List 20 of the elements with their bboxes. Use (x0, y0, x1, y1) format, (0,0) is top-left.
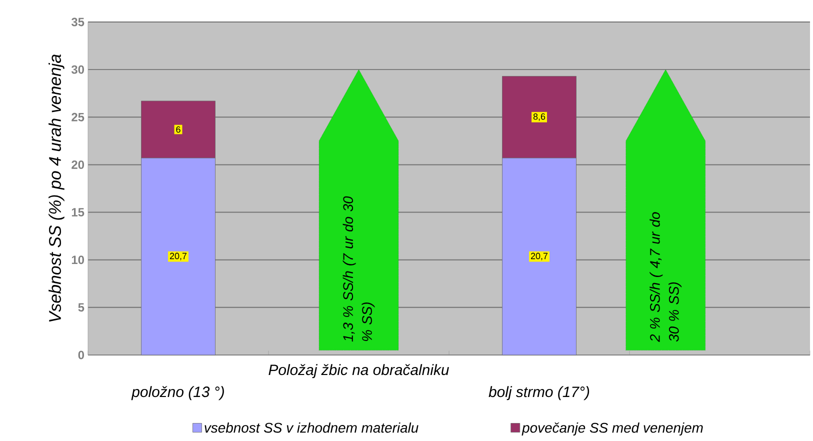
y-tick-label: 20 (72, 160, 84, 169)
data-label: 8,6 (533, 113, 546, 121)
data-label: 20,7 (530, 252, 548, 260)
y-tick-label: 25 (72, 112, 84, 122)
data-label: 20,7 (170, 252, 187, 260)
annotation: 2 % SS/h ( 4,7 ur do 30 % SS) (650, 212, 682, 342)
x-tick-label: Položaj žbic na obračalniku (268, 364, 449, 378)
legend-label: vsebnost SS v izhodnem materialu (204, 422, 418, 433)
x-tick-label: bolj strmo (17°) (488, 386, 590, 400)
y-tick-label: 10 (72, 256, 84, 264)
x-tick-label: položno (13 °) (131, 386, 224, 400)
annotation: 1,3 % SS/h (7 ur do 30 % SS) (342, 196, 375, 342)
y-tick-label: 0 (78, 350, 84, 360)
y-tick-label: 30 (71, 65, 84, 74)
y-tick-label: 5 (78, 303, 84, 312)
legend-label: povečanje SS med venenjem (522, 422, 703, 436)
y-tick-label: 35 (71, 18, 84, 26)
y-tick-label: 15 (72, 208, 84, 216)
data-label: 6 (176, 126, 180, 133)
y-axis-title: Vsebnost SS (%) po 4 urah venenja (48, 54, 64, 322)
